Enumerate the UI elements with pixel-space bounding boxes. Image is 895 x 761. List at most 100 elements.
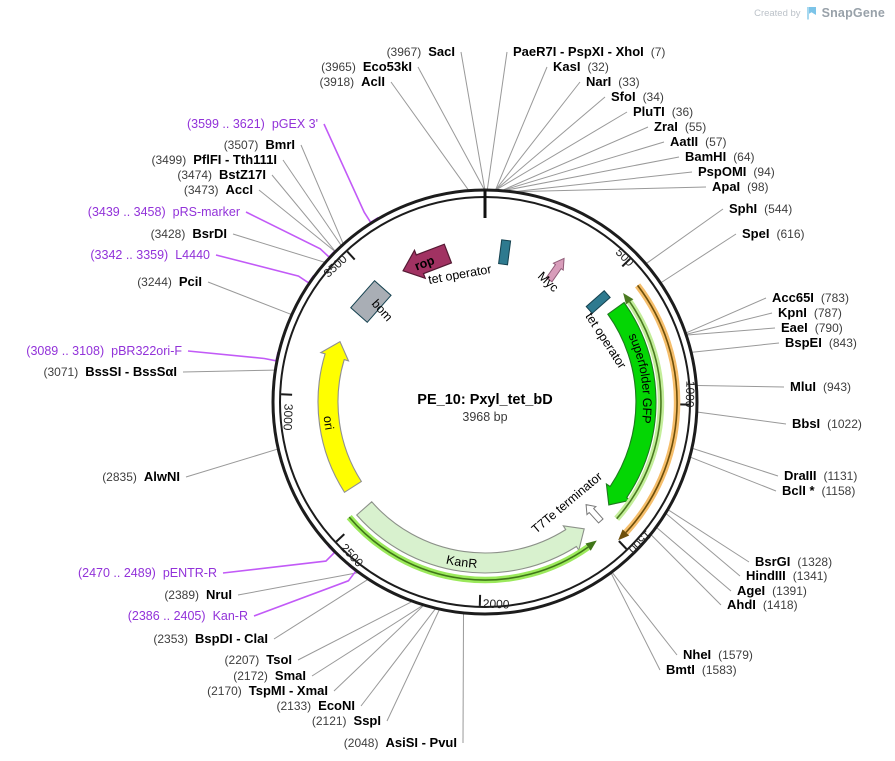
enzyme-leader-pflfi-tth111i xyxy=(282,159,342,246)
enzyme-label-alwni[interactable]: (2835) AlwNI xyxy=(102,469,180,484)
feature-ori-label[interactable]: ori xyxy=(321,415,337,431)
enzyme-label-acc65i[interactable]: Acc65I (783) xyxy=(772,290,849,305)
feature-tet-operator[interactable] xyxy=(498,239,512,266)
enzyme-label-aatii[interactable]: AatII (57) xyxy=(670,134,727,149)
feature-feature-head xyxy=(623,293,634,305)
backbone-layer xyxy=(271,188,699,616)
enzyme-label-bsrgi[interactable]: BsrGI (1328) xyxy=(755,554,832,569)
enzyme-label-nrui[interactable]: (2389) NruI xyxy=(164,587,232,602)
enzyme-leader-smai xyxy=(311,605,423,677)
enzyme-label-asisi-pvui[interactable]: (2048) AsiSI - PvuI xyxy=(344,735,457,750)
enzyme-label-bamhi[interactable]: BamHI (64) xyxy=(685,149,755,164)
enzyme-label-bbsi[interactable]: BbsI (1022) xyxy=(792,416,862,431)
plasmid-title-block: PE_10: Pxyl_tet_bD 3968 bp xyxy=(417,392,552,424)
enzyme-label-draiii[interactable]: DraIII (1131) xyxy=(784,468,857,483)
enzyme-label-pflfi-tth111i[interactable]: (3499) PflFI - Tth111I xyxy=(152,152,277,167)
enzyme-leader-agei xyxy=(656,527,732,592)
enzyme-leader-paer7i-pspxi-xhoi xyxy=(486,51,508,190)
enzyme-label-agei[interactable]: AgeI (1391) xyxy=(737,583,807,598)
feature-superfolder-gfp[interactable] xyxy=(605,301,657,506)
enzyme-label-kasi[interactable]: KasI (32) xyxy=(553,59,609,74)
enzyme-label-bsssi-bsss-i[interactable]: (3071) BssSI - BssSαI xyxy=(44,364,178,379)
primer-label-pbr322ori-f[interactable]: (3089 .. 3108) pBR322ori-F xyxy=(26,344,182,358)
enzyme-label-bspei[interactable]: BspEI (843) xyxy=(785,335,857,350)
feature-tet-operator[interactable] xyxy=(585,289,611,315)
primer-label-pentr-r[interactable]: (2470 .. 2489) pENTR-R xyxy=(78,566,217,580)
enzyme-leader-eaei xyxy=(687,327,776,336)
enzyme-leader-bcli xyxy=(690,456,777,492)
enzyme-leader-econi xyxy=(360,608,436,707)
feature-kanr-label[interactable]: KanR xyxy=(445,553,478,571)
feature-t7te-terminator[interactable] xyxy=(582,501,606,525)
tick-3000 xyxy=(281,393,293,396)
primer-leader-pgex-3 xyxy=(323,123,379,224)
enzyme-leader-tsoi xyxy=(297,601,412,661)
enzyme-label-tspmi-xmai[interactable]: (2170) TspMI - XmaI xyxy=(207,683,328,698)
tick-500 xyxy=(621,257,631,268)
enzyme-leader-zrai xyxy=(503,126,649,191)
enzyme-label-acci[interactable]: (3473) AccI xyxy=(184,182,253,197)
enzyme-label-bmti[interactable]: BmtI (1583) xyxy=(666,662,737,677)
snapgene-brand-text: SnapGene xyxy=(821,6,885,20)
enzyme-leader-nrui xyxy=(237,572,358,596)
enzyme-label-zrai[interactable]: ZraI (55) xyxy=(654,119,706,134)
enzyme-label-sfoi[interactable]: SfoI (34) xyxy=(611,89,664,104)
enzyme-leader-ahdi xyxy=(650,534,722,606)
enzyme-label-pspomi[interactable]: PspOMI (94) xyxy=(698,164,775,179)
enzyme-label-tsoi[interactable]: (2207) TsoI xyxy=(225,652,292,667)
enzyme-label-bmri[interactable]: (3507) BmrI xyxy=(224,137,295,152)
enzyme-label-bcli[interactable]: BclI * (1158) xyxy=(782,483,855,498)
feature-rop-label[interactable]: rop xyxy=(413,253,437,273)
primer-leader-l4440 xyxy=(215,254,315,284)
enzyme-label-mlui[interactable]: MluI (943) xyxy=(790,379,851,394)
primer-leader-pentr-r xyxy=(222,545,336,574)
enzyme-label-sphi[interactable]: SphI (544) xyxy=(729,201,792,216)
enzyme-leader-bsrgi xyxy=(668,509,750,563)
feature-rop[interactable] xyxy=(398,240,454,285)
feature-ori[interactable] xyxy=(317,340,363,494)
enzyme-label-acli[interactable]: (3918) AclI xyxy=(319,74,385,89)
enzyme-label-ahdi[interactable]: AhdI (1418) xyxy=(727,597,798,612)
enzyme-label-spei[interactable]: SpeI (616) xyxy=(742,226,804,241)
plasmid-length: 3968 bp xyxy=(462,410,508,424)
enzyme-label-econi[interactable]: (2133) EcoNI xyxy=(276,698,355,713)
enzyme-label-saci[interactable]: (3967) SacI xyxy=(387,44,455,59)
enzyme-leader-sfoi xyxy=(496,96,606,190)
features-layer xyxy=(317,239,681,584)
enzyme-label-eco53ki[interactable]: (3965) Eco53kI xyxy=(321,59,412,74)
enzyme-label-smai[interactable]: (2172) SmaI xyxy=(233,668,306,683)
enzyme-label-sspi[interactable]: (2121) SspI xyxy=(312,713,381,728)
enzyme-label-paer7i-pspxi-xhoi[interactable]: PaeR7I - PspXI - XhoI (7) xyxy=(513,44,665,59)
enzyme-leader-pcii xyxy=(207,281,292,315)
feature-feature-line xyxy=(616,301,662,520)
enzyme-leader-tspmi-xmai xyxy=(333,605,424,692)
feature-kanr[interactable] xyxy=(355,501,585,574)
enzyme-leader-bmri xyxy=(300,144,344,244)
enzyme-label-bstz17i[interactable]: (3474) BstZ17I xyxy=(177,167,266,182)
enzyme-label-kpni[interactable]: KpnI (787) xyxy=(778,305,842,320)
primer-label-pgex-3[interactable]: (3599 .. 3621) pGEX 3' xyxy=(187,117,318,131)
enzyme-label-eaei[interactable]: EaeI (790) xyxy=(781,320,843,335)
enzyme-leader-saci xyxy=(460,51,486,190)
enzyme-label-hindiii[interactable]: HindIII (1341) xyxy=(746,568,827,583)
enzyme-leader-asisi-pvui xyxy=(462,613,464,744)
feature-myc[interactable] xyxy=(544,255,569,283)
tick-2500 xyxy=(335,533,345,543)
enzyme-label-bsrdi[interactable]: (3428) BsrDI xyxy=(151,226,227,241)
enzyme-leader-bstz17i xyxy=(271,174,336,252)
enzyme-label-bspdi-clai[interactable]: (2353) BspDI - ClaI xyxy=(153,631,268,646)
enzyme-label-pluti[interactable]: PluTI (36) xyxy=(633,104,693,119)
enzyme-label-pcii[interactable]: (3244) PciI xyxy=(137,274,202,289)
tick-3500 xyxy=(346,250,356,261)
enzyme-label-apai[interactable]: ApaI (98) xyxy=(712,179,769,194)
primer-label-l4440[interactable]: (3342 .. 3359) L4440 xyxy=(90,248,210,262)
enzyme-leader-bsrdi xyxy=(232,233,325,263)
enzyme-leader-alwni xyxy=(185,448,278,478)
primer-label-kan-r[interactable]: (2386 .. 2405) Kan-R xyxy=(128,609,248,623)
primer-label-prs-marker[interactable]: (3439 .. 3458) pRS-marker xyxy=(88,205,240,219)
enzyme-label-nhei[interactable]: NheI (1579) xyxy=(683,647,753,662)
enzyme-label-nari[interactable]: NarI (33) xyxy=(586,74,640,89)
feature-bom[interactable] xyxy=(350,280,392,323)
